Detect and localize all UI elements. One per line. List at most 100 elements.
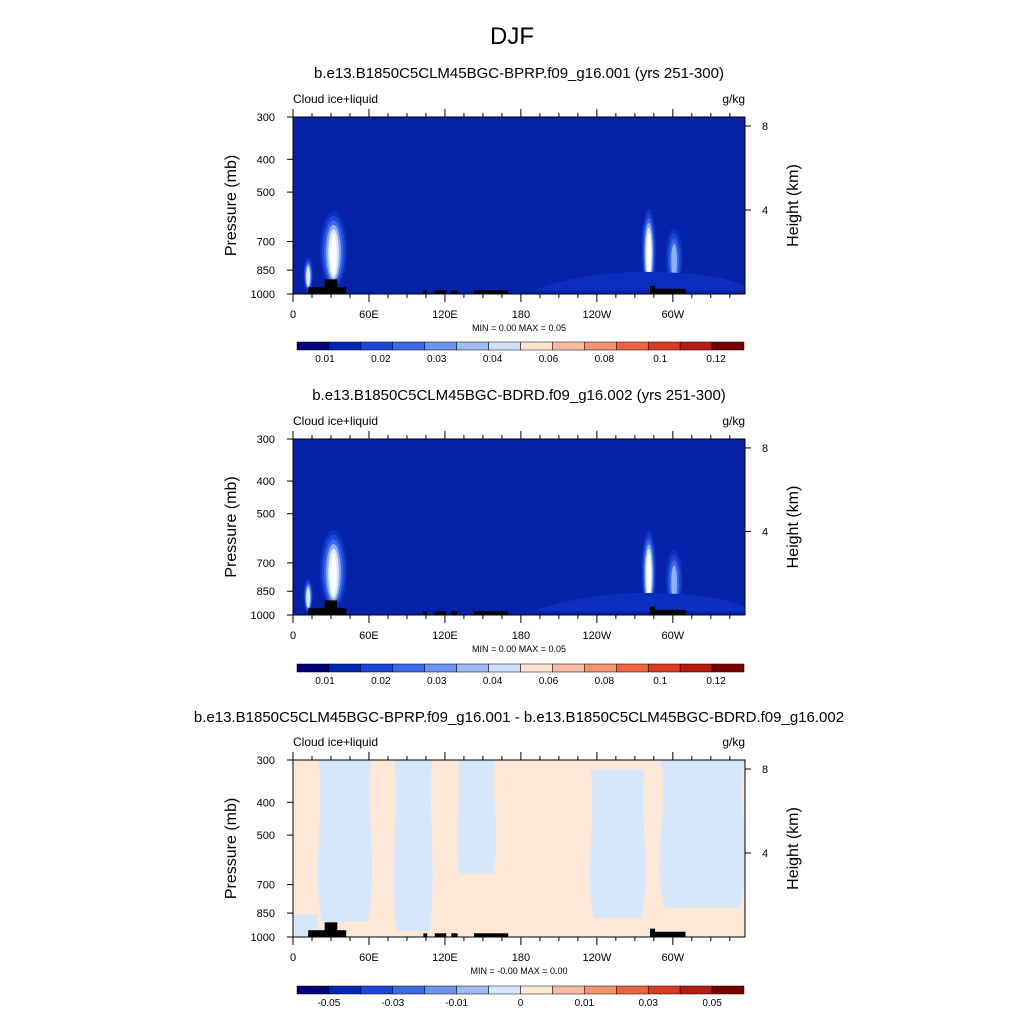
cloud-plume-contour <box>330 233 337 276</box>
colorbar-swatch <box>424 341 457 351</box>
topography-mask <box>650 609 686 615</box>
colorbar-swatch <box>616 341 649 351</box>
colorbar-swatch <box>584 985 617 995</box>
height-axis-label: Height (km) <box>785 486 802 569</box>
colorbar-label: 0.03 <box>638 998 658 1009</box>
colorbar-swatch <box>552 341 585 351</box>
colorbar: -0.05 -0.03 -0.01 0 0.01 0.03 0.05 <box>296 985 745 1009</box>
figure-title: DJF <box>490 23 534 50</box>
y-tick-label: 1000 <box>251 610 275 622</box>
height-axis-label: Height (km) <box>785 807 802 890</box>
x-tick-label: 120W <box>582 630 611 642</box>
y-tick-label: 500 <box>257 830 275 842</box>
topography-mask <box>650 606 656 615</box>
height-tick-label: 4 <box>762 848 768 860</box>
contour-field <box>293 439 745 615</box>
panel-title: b.e13.B1850C5CLM45BGC-BDRD.f09_g16.002 (… <box>312 387 726 404</box>
colorbar-swatch <box>328 985 362 995</box>
x-tick-label: 60E <box>359 952 379 964</box>
diff-region-negative <box>457 760 496 874</box>
x-tick-label: 0 <box>290 952 296 964</box>
y-tick-label: 400 <box>257 476 275 488</box>
cloud-plume-contour <box>330 553 337 596</box>
colorbar-swatch <box>520 341 553 351</box>
units-label: g/kg <box>722 735 745 749</box>
colorbar-label: 0.02 <box>371 676 391 687</box>
y-tick-label: 700 <box>257 237 275 249</box>
colorbar: 0.01 0.02 0.03 0.04 0.06 0.08 0.1 0.12 <box>296 341 745 365</box>
y-tick-label: 850 <box>257 265 275 277</box>
diff-region-negative <box>659 760 745 908</box>
variable-label: Cloud ice+liquid <box>293 92 378 106</box>
chart-panel-3: b.e13.B1850C5CLM45BGC-BPRP.f09_g16.001 -… <box>194 709 844 1009</box>
y-tick-label: 400 <box>257 797 275 809</box>
colorbar-label: 0.08 <box>595 354 615 365</box>
topography-mask <box>324 922 338 937</box>
topography-mask <box>451 290 458 294</box>
colorbar-label: 0 <box>518 998 524 1009</box>
colorbar-swatch <box>647 985 681 995</box>
min-max-annotation: MIN = -0.00 MAX = 0.00 <box>470 966 567 976</box>
topography-mask <box>650 928 656 937</box>
colorbar-label: 0.1 <box>653 354 667 365</box>
colorbar-swatch <box>552 985 585 995</box>
topography-mask <box>451 933 458 937</box>
contour-field <box>293 760 745 937</box>
colorbar-swatch <box>488 663 521 673</box>
cloud-plume-contour <box>646 232 651 277</box>
colorbar-swatch <box>488 341 521 351</box>
colorbar-swatch <box>328 663 362 673</box>
topography-mask <box>324 600 338 615</box>
colorbar-label: 0.06 <box>539 676 559 687</box>
panel-title: b.e13.B1850C5CLM45BGC-BPRP.f09_g16.001 (… <box>314 65 724 82</box>
colorbar-swatch <box>360 663 394 673</box>
colorbar-swatch <box>679 663 713 673</box>
colorbar: 0.01 0.02 0.03 0.04 0.06 0.08 0.1 0.12 <box>296 663 745 687</box>
colorbar-label: -0.05 <box>318 998 341 1009</box>
colorbar-label: 0.05 <box>702 998 722 1009</box>
colorbar-swatch <box>520 985 553 995</box>
cloud-band <box>533 592 745 612</box>
colorbar-swatch <box>392 341 425 351</box>
panel-title: b.e13.B1850C5CLM45BGC-BPRP.f09_g16.001 -… <box>194 709 844 726</box>
colorbar-swatch <box>520 663 553 673</box>
height-axis-label: Height (km) <box>785 164 802 247</box>
x-tick-label: 60W <box>662 309 685 321</box>
y-tick-label: 1000 <box>251 289 275 301</box>
colorbar-label: 0.01 <box>315 354 335 365</box>
colorbar-label: 0.06 <box>539 354 559 365</box>
colorbar-label: 0.03 <box>427 354 447 365</box>
y-tick-label: 700 <box>257 880 275 892</box>
y-tick-label: 300 <box>257 434 275 446</box>
y-axis-label: Pressure (mb) <box>223 155 240 256</box>
topography-mask <box>434 290 447 294</box>
x-tick-label: 60E <box>359 630 379 642</box>
colorbar-swatch <box>360 341 394 351</box>
colorbar-label: 0.01 <box>315 676 335 687</box>
height-tick-label: 8 <box>762 443 768 455</box>
colorbar-swatch <box>552 663 585 673</box>
colorbar-label: 0.01 <box>575 998 595 1009</box>
colorbar-swatch <box>616 985 649 995</box>
topography-mask <box>650 285 656 294</box>
colorbar-swatch <box>711 985 745 995</box>
colorbar-label: 0.1 <box>653 676 667 687</box>
y-tick-label: 400 <box>257 154 275 166</box>
y-tick-label: 300 <box>257 112 275 124</box>
colorbar-label: -0.01 <box>445 998 468 1009</box>
topography-mask <box>423 611 428 615</box>
cloud-band <box>533 271 745 291</box>
colorbar-swatch <box>647 341 681 351</box>
colorbar-swatch <box>711 663 745 673</box>
plot-frame <box>292 759 746 938</box>
colorbar-label: 0.08 <box>595 676 615 687</box>
cloud-plume-contour <box>671 244 677 280</box>
contour-field <box>293 117 745 294</box>
y-axis-label: Pressure (mb) <box>223 476 240 577</box>
y-tick-label: 700 <box>257 558 275 570</box>
colorbar-label: 0.12 <box>706 354 726 365</box>
x-tick-label: 180 <box>512 309 530 321</box>
cloud-plume-contour <box>671 565 677 601</box>
x-tick-label: 60E <box>359 309 379 321</box>
